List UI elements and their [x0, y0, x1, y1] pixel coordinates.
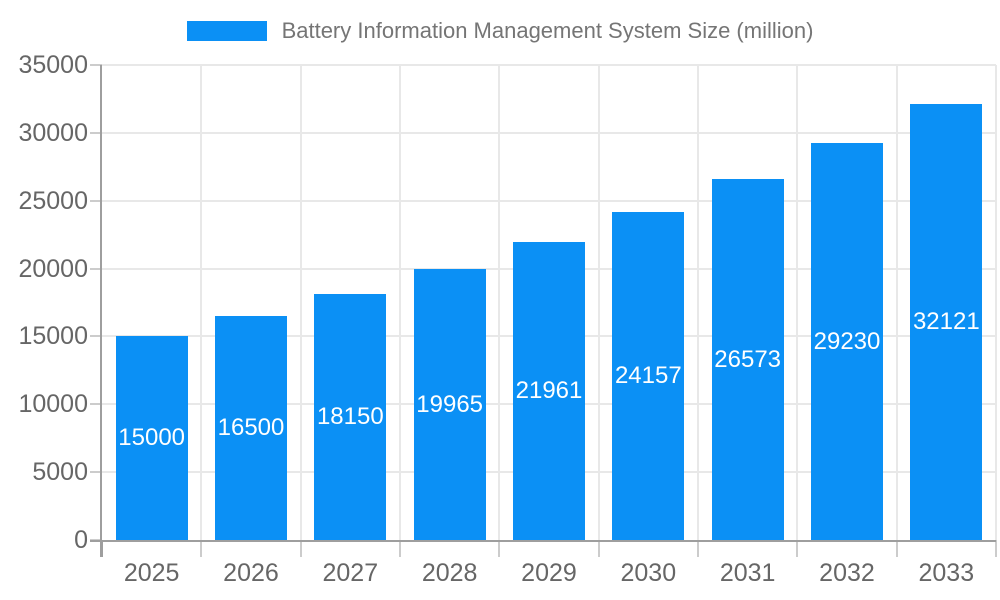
- y-tick-label: 5000: [32, 458, 88, 487]
- y-tick: [90, 403, 102, 406]
- y-tick-label: 30000: [18, 118, 88, 147]
- x-tick: [895, 540, 898, 557]
- x-tick: [697, 540, 699, 557]
- y-tick-label: 25000: [18, 186, 88, 215]
- bar: 15000: [115, 336, 188, 540]
- bar: 21961: [513, 241, 585, 540]
- x-axis-line: [90, 540, 996, 542]
- legend[interactable]: Battery Information Management System Si…: [0, 18, 1000, 44]
- y-tick: [90, 64, 102, 66]
- bar: 18150: [314, 293, 387, 540]
- x-grid-line: [796, 65, 799, 540]
- x-tick: [101, 540, 103, 557]
- x-tick-label: 2033: [918, 559, 975, 587]
- y-tick: [90, 335, 102, 338]
- bar-value-label: 16500: [217, 414, 285, 442]
- x-tick: [796, 540, 799, 557]
- x-grid-line: [200, 65, 203, 540]
- y-tick-label: 35000: [18, 51, 88, 79]
- x-grid-line: [895, 65, 898, 540]
- bar-value-label: 29230: [813, 327, 881, 355]
- y-tick: [90, 199, 102, 202]
- x-tick-label: 2030: [620, 559, 677, 587]
- x-tick-label: 2025: [123, 559, 180, 587]
- x-tick: [498, 540, 501, 557]
- bar: 29230: [811, 143, 883, 540]
- bar-value-label: 21961: [515, 376, 583, 404]
- x-tick-label: 2028: [421, 559, 478, 587]
- bar: 32121: [910, 104, 983, 540]
- y-tick-label: 20000: [18, 254, 88, 283]
- y-tick-label: 10000: [18, 390, 88, 419]
- y-tick-label: 0: [74, 526, 88, 554]
- x-tick: [597, 540, 600, 557]
- bar-value-label: 32121: [912, 308, 980, 336]
- x-grid-line: [597, 65, 600, 540]
- x-grid-line: [697, 65, 699, 540]
- x-tick-label: 2029: [521, 559, 577, 587]
- y-tick-label: 15000: [18, 322, 88, 351]
- x-grid-line: [995, 65, 997, 540]
- x-tick: [200, 540, 203, 557]
- bar-value-label: 18150: [316, 402, 384, 430]
- legend-label: Battery Information Management System Si…: [281, 18, 814, 43]
- y-axis-line: [100, 65, 102, 557]
- y-tick: [90, 267, 102, 270]
- legend-swatch: [186, 21, 267, 41]
- bar: 24157: [612, 212, 685, 540]
- x-tick: [995, 540, 997, 557]
- x-tick: [299, 540, 302, 557]
- x-grid-line: [498, 65, 501, 540]
- x-grid-line: [299, 65, 302, 540]
- bar-value-label: 26573: [714, 345, 782, 373]
- y-tick: [90, 131, 102, 134]
- bar-value-label: 15000: [118, 424, 186, 452]
- x-tick-label: 2032: [819, 559, 875, 587]
- y-grid-line: [102, 199, 996, 202]
- x-tick: [399, 540, 401, 557]
- y-grid-line: [102, 64, 996, 66]
- bar: 16500: [215, 316, 287, 540]
- bar: 19965: [413, 269, 486, 540]
- bar-value-label: 24157: [614, 362, 682, 390]
- x-tick-label: 2026: [223, 559, 279, 587]
- bar: 26573: [711, 179, 784, 540]
- x-tick-label: 2027: [322, 559, 379, 587]
- x-tick-label: 2031: [719, 559, 776, 587]
- y-tick: [90, 471, 102, 474]
- x-grid-line: [399, 65, 401, 540]
- y-grid-line: [102, 131, 996, 134]
- bar-value-label: 19965: [416, 390, 484, 418]
